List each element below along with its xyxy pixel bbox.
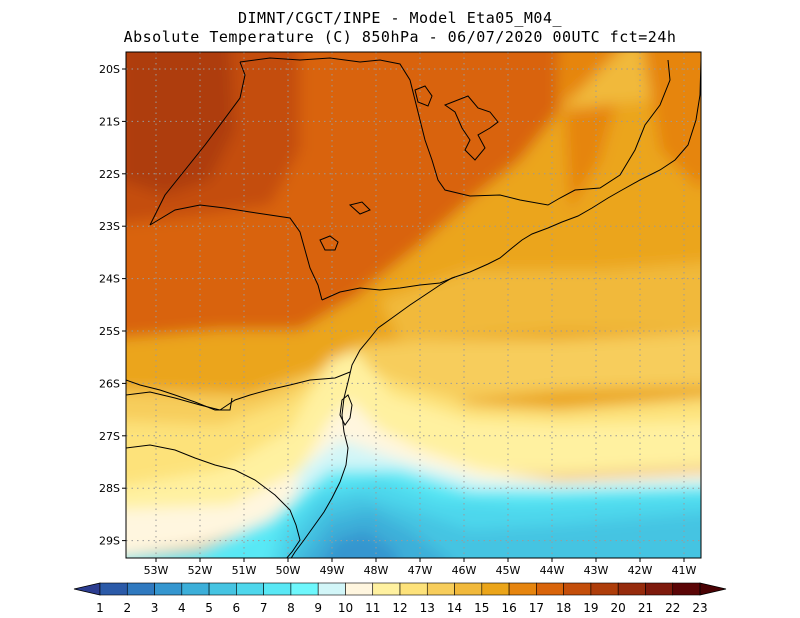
colorbar-label: 16 [501, 601, 516, 615]
lat-label: 21S [99, 115, 120, 128]
colorbar-arrow-low [73, 582, 101, 596]
colorbar-swatch [508, 582, 537, 596]
colorbar-label: 12 [392, 601, 407, 615]
state-border-sp-mg [239, 57, 671, 206]
colorbar-label: 7 [260, 601, 268, 615]
lon-label: 53W [144, 564, 169, 577]
colorbar-label: 11 [365, 601, 380, 615]
colorbar-swatch [290, 582, 319, 596]
coastline-south [290, 327, 379, 558]
lake-2 [319, 235, 339, 251]
colorbar-swatch [99, 582, 128, 596]
colorbar-swatch [645, 582, 674, 596]
lon-label: 41W [672, 564, 697, 577]
lon-label: 48W [364, 564, 389, 577]
colorbar-label: 1 [96, 601, 104, 615]
colorbar-label: 15 [474, 601, 489, 615]
colorbar-swatch [263, 582, 292, 596]
lat-label: 26S [99, 377, 120, 390]
state-border-sc-rs [126, 444, 301, 558]
colorbar-label: 8 [287, 601, 295, 615]
lon-label: 50W [276, 564, 301, 577]
colorbar-label: 13 [420, 601, 435, 615]
colorbar-label: 23 [692, 601, 707, 615]
lat-label: 29S [99, 535, 120, 548]
map-frame [125, 51, 702, 559]
lake-1 [443, 95, 499, 161]
colorbar-swatch [426, 582, 455, 596]
country-border-west [126, 379, 233, 411]
lon-label: 42W [628, 564, 653, 577]
colorbar-swatch [126, 582, 155, 596]
colorbar-label: 20 [611, 601, 626, 615]
borders [126, 57, 701, 558]
colorbar-swatch [317, 582, 346, 596]
map-title-line2: Absolute Temperature (C) 850hPa - 06/07/… [123, 28, 677, 46]
coastline [377, 59, 701, 329]
lon-label: 47W [408, 564, 433, 577]
colorbar-swatch [181, 582, 210, 596]
colorbar-label: 9 [314, 601, 322, 615]
lat-label: 24S [99, 273, 120, 286]
state-border-pr-sp [321, 276, 456, 301]
colorbar-label: 17 [529, 601, 544, 615]
longitude-labels: 53W 52W 51W 50W 49W 48W 47W 46W 45W 44W 43W 42W 41W [144, 558, 697, 577]
colorbar-swatch [236, 582, 264, 596]
colorbar-swatch [563, 582, 592, 596]
lat-label: 27S [99, 430, 120, 443]
colorbar-swatch [208, 582, 237, 596]
lake-4 [414, 85, 433, 107]
colorbar-swatch [481, 582, 510, 596]
island [339, 394, 353, 426]
colorbar-label: 3 [151, 601, 159, 615]
lon-label: 49W [320, 564, 345, 577]
lon-label: 44W [540, 564, 565, 577]
lat-label: 28S [99, 482, 120, 495]
lon-label: 45W [496, 564, 521, 577]
lat-label: 20S [99, 63, 120, 76]
colorbar-swatch [536, 582, 564, 596]
temperature-field [126, 52, 701, 558]
state-border-go-ms [149, 61, 246, 226]
colorbar-swatch [345, 582, 374, 596]
lon-label: 52W [188, 564, 213, 577]
colorbar: 1 2 3 4 5 6 7 8 9 10 11 12 13 14 15 16 17 18 19 20 21 22 23 [73, 582, 727, 615]
latitude-labels: 20S 21S 22S 23S 24S 25S 26S 27S 28S 29S [99, 63, 126, 548]
colorbar-swatch [154, 582, 183, 596]
colorbar-label: 22 [665, 601, 680, 615]
colorbar-label: 18 [556, 601, 571, 615]
colorbar-label: 19 [583, 601, 598, 615]
lat-label: 25S [99, 325, 120, 338]
lon-label: 51W [232, 564, 257, 577]
colorbar-label: 21 [638, 601, 653, 615]
colorbar-label: 5 [205, 601, 213, 615]
colorbar-arrow-high [699, 582, 727, 596]
colorbar-swatch [372, 582, 401, 596]
map-title-line1: DIMNT/CGCT/INPE - Model Eta05_M04_ [237, 9, 563, 27]
colorbar-swatch [454, 582, 483, 596]
colorbar-label: 2 [123, 601, 131, 615]
graticule [126, 52, 701, 558]
colorbar-swatch [672, 582, 701, 596]
colorbar-label: 4 [178, 601, 186, 615]
state-border-pr-sc [126, 371, 351, 411]
lat-label: 22S [99, 168, 120, 181]
colorbar-label: 6 [233, 601, 241, 615]
lat-label: 23S [99, 220, 120, 233]
lake-3 [348, 201, 371, 215]
colorbar-swatch [399, 582, 428, 596]
state-border-ms-sp [149, 204, 323, 301]
lon-label: 43W [584, 564, 609, 577]
colorbar-swatch [617, 582, 646, 596]
colorbar-label: 10 [338, 601, 353, 615]
colorbar-label: 14 [447, 601, 462, 615]
lon-label: 46W [452, 564, 477, 577]
colorbar-swatch [590, 582, 619, 596]
